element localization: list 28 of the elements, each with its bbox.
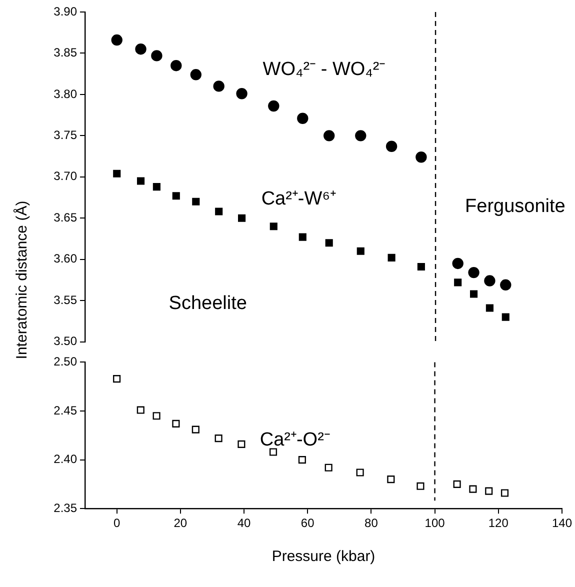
x-tick-label: 120 — [488, 516, 509, 530]
annotation: Ca²⁺-W⁶⁺ — [261, 188, 336, 210]
y-tick-label: 3.90 — [54, 4, 78, 18]
x-tick-label: 40 — [237, 516, 251, 530]
x-tick-label: 140 — [552, 516, 572, 530]
x-tick-label: 60 — [300, 516, 315, 530]
y-tick-label: 3.80 — [54, 86, 78, 101]
annotation: Scheelite — [168, 293, 247, 314]
y-tick-label: 3.60 — [54, 252, 78, 266]
annotation: WO₄²⁻ - WO₄²⁻ — [262, 58, 386, 80]
y-tick-label: 3.75 — [54, 128, 78, 142]
annotation: Fergusonite — [465, 196, 566, 217]
x-tick-label: 0 — [113, 516, 120, 530]
x-axis-title: Pressure (kbar) — [272, 548, 376, 566]
y-tick-label: 2.35 — [54, 500, 78, 515]
x-tick-label: 80 — [364, 516, 378, 530]
y-tick-label: 3.70 — [54, 169, 78, 184]
y-tick-label: 3.65 — [54, 210, 78, 224]
x-tick-label: 100 — [424, 516, 446, 530]
y-tick-label: 3.85 — [54, 46, 78, 60]
x-tick-label: 20 — [174, 516, 188, 530]
y-tick-label: 2.45 — [54, 403, 78, 418]
y-tick-label: 2.40 — [54, 452, 78, 466]
y-axis-title: Interatomic distance (Å) — [14, 200, 30, 360]
y-tick-label: 3.50 — [54, 334, 78, 348]
annotation: Ca²⁺-O²⁻ — [260, 429, 330, 450]
y-tick-label: 3.55 — [54, 292, 78, 307]
y-tick-label: 2.50 — [54, 354, 78, 369]
